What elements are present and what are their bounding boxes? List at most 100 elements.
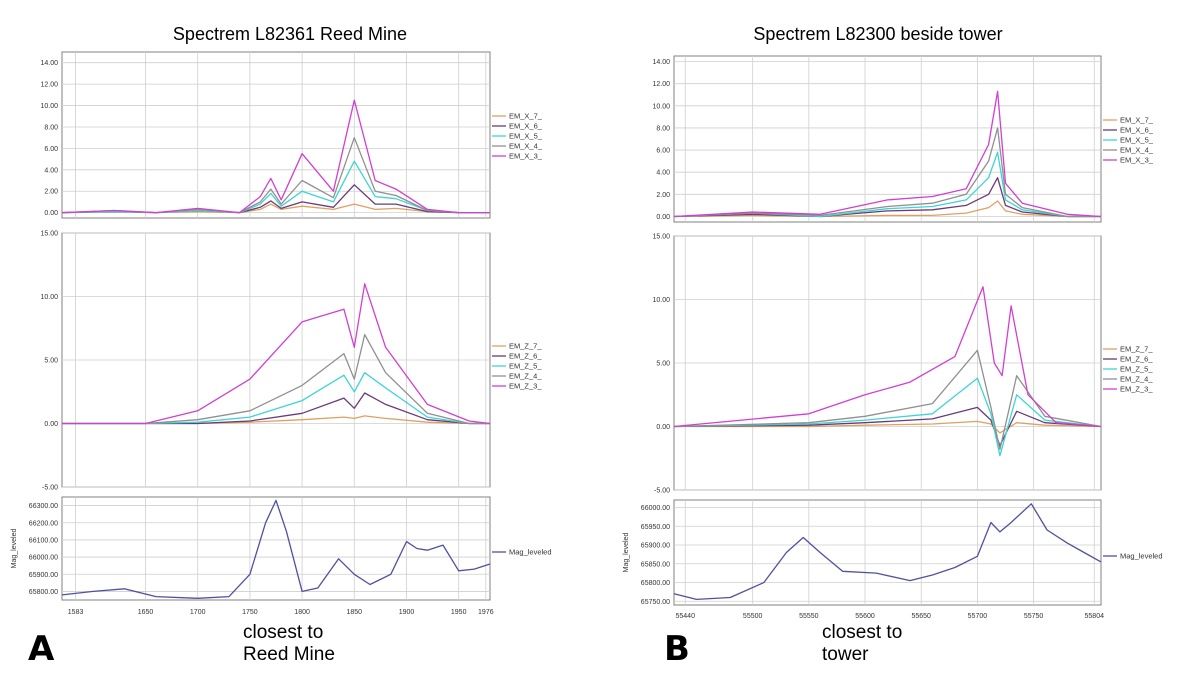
- series-line-em-z-5: [62, 372, 490, 425]
- y-tick-label: 4.00: [656, 170, 670, 177]
- legend-entry: EM_Z_5_: [1120, 365, 1153, 374]
- plot-frame: [61, 496, 491, 601]
- x-tick-label: 55500: [743, 613, 763, 620]
- y-tick-label: 66000.00: [641, 505, 670, 512]
- plot-panel-2: -5.000.005.0010.0015.00EM_Z_7_EM_Z_6_EM_…: [40, 231, 542, 492]
- y-tick-label: 10.00: [40, 103, 58, 110]
- x-tick-label: 55650: [911, 613, 931, 620]
- legend: EM_Z_7_EM_Z_6_EM_Z_5_EM_Z_4_EM_Z_3_: [1103, 345, 1153, 394]
- y-tick-label: 12.00: [40, 82, 58, 89]
- plot-panel-2: -5.000.005.0010.0015.00EM_Z_7_EM_Z_6_EM_…: [652, 234, 1153, 495]
- y-tick-label: 5.00: [656, 361, 670, 368]
- legend-entry: EM_Z_3_: [1120, 385, 1153, 394]
- series-line-em-x-3: [673, 90, 1102, 218]
- y-tick-label: 65800.00: [641, 580, 670, 587]
- x-tick-label: 1900: [399, 609, 415, 616]
- series-line-em-x-3: [61, 99, 490, 214]
- panel-letter-b: B: [664, 629, 690, 669]
- x-tick-label: 55600: [855, 613, 875, 620]
- x-tick-label: 1800: [294, 609, 310, 616]
- y-tick-label: 4.00: [44, 167, 58, 174]
- x-tick-label: 1650: [138, 609, 154, 616]
- y-tick-label: 65950.00: [641, 524, 670, 531]
- legend-entry: EM_Z_7_: [1120, 345, 1153, 354]
- x-tick-label: 55440: [676, 613, 696, 620]
- legend: Mag_leveled: [492, 548, 552, 557]
- y-tick-label: 10.00: [652, 297, 670, 304]
- y-tick-label: 2.00: [44, 189, 58, 196]
- y-tick-label: 12.00: [652, 81, 670, 88]
- y-tick-label: 65900.00: [29, 572, 58, 579]
- x-tick-label: 55804: [1085, 613, 1105, 620]
- y-axis-label: Mag_leveled: [11, 529, 18, 569]
- x-tick-label: 1950: [451, 609, 467, 616]
- series-line-mag-leveled: [673, 503, 1102, 601]
- chart-title: Spectrem L82300 beside tower: [753, 24, 1002, 44]
- y-tick-label: 0.00: [44, 421, 58, 428]
- annotation-closest-tower-line1: closest to: [822, 622, 902, 643]
- y-tick-label: 6.00: [656, 148, 670, 155]
- legend-entry: EM_X_7_: [509, 112, 543, 121]
- series-line-em-z-4: [62, 333, 490, 425]
- y-tick-label: 65850.00: [641, 561, 670, 568]
- y-tick-label: 5.00: [44, 358, 58, 365]
- legend: EM_X_7_EM_X_6_EM_X_5_EM_X_4_EM_X_3_: [1103, 116, 1154, 165]
- series-line-em-z-5: [673, 377, 1102, 457]
- y-tick-label: 0.00: [656, 424, 670, 431]
- legend: Mag_leveled: [1103, 552, 1163, 561]
- series-line-em-z-6: [673, 406, 1102, 447]
- y-tick-label: 65900.00: [641, 543, 670, 550]
- y-tick-label: 66000.00: [29, 555, 58, 562]
- y-tick-label: 0.00: [656, 214, 670, 221]
- x-tick-label: 1976: [478, 609, 494, 616]
- y-tick-label: 6.00: [44, 146, 58, 153]
- plot-frame: [61, 51, 491, 219]
- series-line-em-z-3: [673, 286, 1102, 428]
- plot-frame: [673, 499, 1102, 606]
- y-axis-label: Mag_leveled: [623, 533, 630, 573]
- legend-entry: EM_X_6_: [509, 122, 543, 131]
- series-line-em-z-3: [62, 283, 491, 425]
- y-tick-label: 65750.00: [641, 599, 670, 606]
- legend-entry: EM_Z_5_: [509, 362, 542, 371]
- plot-panel-1: 0.00 2.00 4.00 6.00 8.00 10.00 12.00 14.00 EM_X_…: [652, 55, 1154, 223]
- legend-entry: EM_Z_4_: [509, 372, 542, 381]
- x-tick-label: 55550: [799, 613, 819, 620]
- y-tick-label: 14.00: [40, 60, 58, 67]
- x-tick-label: 1850: [347, 609, 363, 616]
- y-tick-label: -5.00: [42, 485, 58, 492]
- y-tick-label: 65800.00: [29, 589, 58, 596]
- chart-reed-mine: Spectrem L82361 Reed Mine 0.00 2.00 4.00 6.0…: [11, 24, 552, 616]
- annotation-closest-tower-line2: tower: [822, 644, 869, 665]
- legend: EM_X_7_EM_X_6_EM_X_5_EM_X_4_EM_X_3_: [492, 112, 543, 161]
- annotation-closest-reed-line1: closest to: [243, 622, 323, 643]
- y-tick-label: -5.00: [654, 488, 670, 495]
- panel-letter-a: A: [28, 629, 55, 669]
- y-tick-label: 0.00: [44, 210, 58, 217]
- x-tick-labels: 55440 55500 55550 55600 55650 55700 55750 55804: [676, 613, 1105, 620]
- legend-entry: EM_X_3_: [509, 152, 543, 161]
- plot-frame: [673, 55, 1102, 223]
- legend: EM_Z_7_EM_Z_6_EM_Z_5_EM_Z_4_EM_Z_3_: [492, 342, 542, 391]
- y-tick-label: 10.00: [40, 294, 58, 301]
- annotation-closest-reed-line2: Reed Mine: [243, 644, 335, 665]
- legend-entry: EM_X_6_: [1120, 126, 1154, 135]
- x-tick-label: 55750: [1024, 613, 1044, 620]
- legend-entry: EM_Z_6_: [1120, 355, 1153, 364]
- legend-entry: EM_Z_3_: [509, 382, 542, 391]
- legend-entry: EM_Z_4_: [1120, 375, 1153, 384]
- legend-entry: EM_Z_7_: [509, 342, 542, 351]
- legend-entry: Mag_leveled: [1120, 552, 1163, 561]
- plot-panel-1: 0.00 2.00 4.00 6.00 8.00 10.00 12.00 14.00 EM_X_…: [40, 51, 543, 219]
- chart-title: Spectrem L82361 Reed Mine: [173, 24, 407, 44]
- x-tick-label: 1583: [68, 609, 84, 616]
- y-tick-label: 66200.00: [29, 520, 58, 527]
- y-tick-label: 8.00: [656, 125, 670, 132]
- y-tick-label: 8.00: [44, 124, 58, 131]
- y-tick-label: 14.00: [652, 59, 670, 66]
- legend-entry: EM_X_5_: [509, 132, 543, 141]
- legend-entry: EM_Z_6_: [509, 352, 542, 361]
- series-line-em-z-6: [62, 392, 490, 425]
- y-tick-label: 10.00: [652, 103, 670, 110]
- legend-entry: Mag_leveled: [509, 548, 552, 557]
